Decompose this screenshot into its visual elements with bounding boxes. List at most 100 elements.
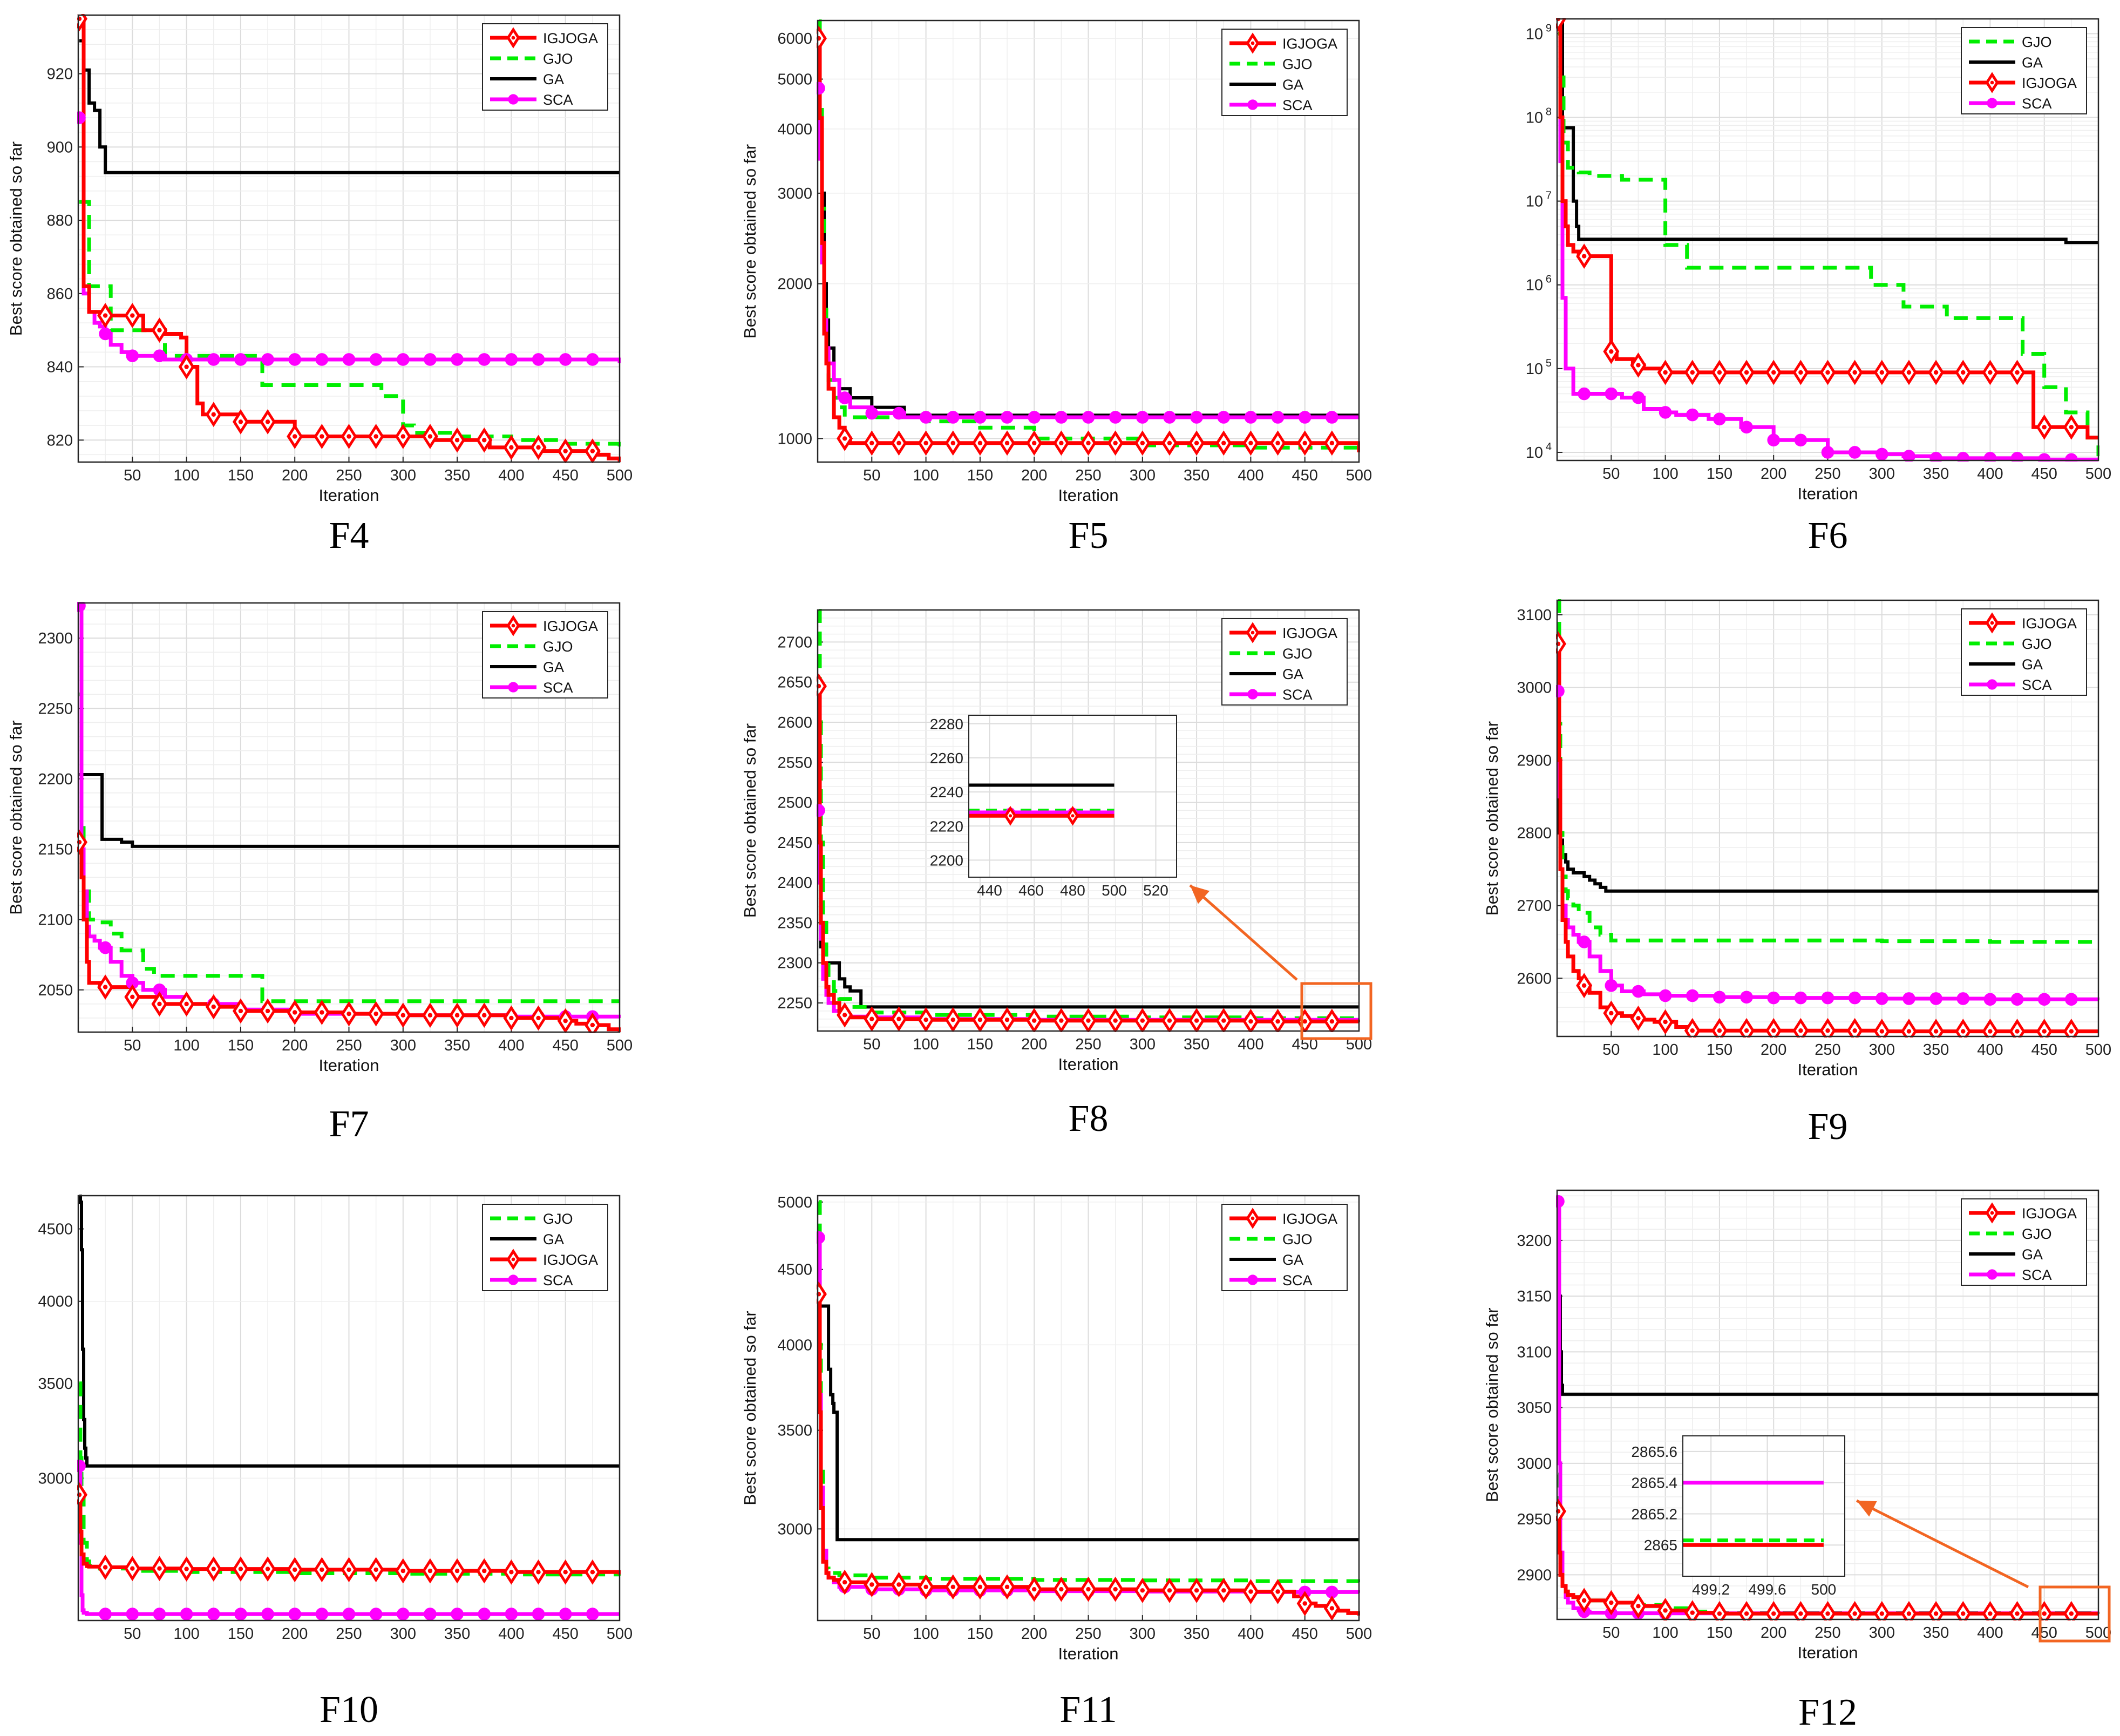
legend-label: IGJOGA [543, 1252, 598, 1268]
marker-sca [1983, 452, 1997, 462]
marker-sca [1632, 391, 1645, 404]
marker-sca [919, 411, 933, 424]
x-tick-label: 300 [1130, 467, 1156, 484]
y-tick-label: 3150 [1517, 1288, 1552, 1305]
marker-igjoga-dot [1032, 1586, 1037, 1592]
y-tick-label: 2250 [777, 995, 812, 1012]
x-tick-label: 350 [1184, 1036, 1210, 1053]
x-tick-label: 150 [228, 1625, 254, 1643]
y-tick-label: 3500 [38, 1375, 73, 1393]
marker-igjoga-dot [1961, 1611, 1966, 1616]
y-tick-label: 2450 [777, 835, 812, 852]
marker-igjoga-dot [238, 419, 243, 424]
marker-igjoga-dot [482, 438, 487, 443]
y-tick-label: 2250 [38, 700, 73, 717]
y-axis-label: Best score obtained so far [6, 141, 25, 336]
legend-label: SCA [1282, 687, 1313, 703]
marker-igjoga-dot [1248, 1019, 1253, 1024]
marker-sca [451, 1608, 464, 1620]
marker-igjoga-dot [869, 440, 874, 445]
marker-sca [1983, 993, 1997, 1006]
marker-igjoga-dot [1140, 1588, 1145, 1593]
x-tick-label: 450 [553, 467, 579, 484]
y-tick-label: 10 [1526, 25, 1543, 43]
marker-sca [1902, 450, 1915, 462]
x-tick-label: 150 [967, 1036, 993, 1053]
marker-igjoga-dot [320, 434, 324, 439]
marker-igjoga-dot [2015, 1029, 2020, 1034]
marker-igjoga-dot [2042, 1611, 2047, 1616]
marker-sca [946, 411, 960, 424]
legend-marker-igjoga-dot [1251, 1216, 1255, 1220]
marker-sca [817, 804, 825, 817]
y-tick-label: 3100 [1517, 1344, 1552, 1361]
x-tick-label: 50 [863, 467, 880, 484]
marker-igjoga-dot [1059, 440, 1064, 445]
marker-igjoga-dot [400, 1568, 405, 1574]
y-tick-exponent: 5 [1546, 357, 1552, 369]
callout-arrow-head [1190, 885, 1210, 904]
marker-sca [2065, 453, 2078, 462]
marker-igjoga-dot [157, 328, 162, 333]
legend: IGJOGA GJO GA SCA [1221, 29, 1348, 116]
legend-label: GA [543, 71, 564, 87]
y-axis-label: Best score obtained so far [1483, 1307, 1501, 1502]
legend-label: GJO [2022, 636, 2052, 652]
marker-igjoga-dot [211, 412, 216, 417]
marker-sca [1767, 433, 1780, 447]
inset-y-tick-label: 2865.6 [1631, 1443, 1677, 1460]
marker-igjoga-dot [923, 1018, 928, 1022]
chart-panel-f4: 50 100 150 200 250 300 350 400 450 500 820 840 860 88… [6, 14, 633, 557]
marker-sca [1740, 991, 1753, 1004]
marker-sca [1244, 411, 1258, 424]
marker-igjoga-dot [293, 434, 297, 439]
marker-igjoga-dot [1609, 349, 1614, 354]
marker-igjoga-dot [2015, 1611, 2020, 1616]
marker-sca [2037, 453, 2051, 462]
inset-marker-igjoga-dot [1008, 814, 1013, 818]
inset-y-tick-label: 2865.4 [1631, 1475, 1677, 1491]
x-tick-label: 100 [173, 1037, 199, 1054]
legend-label: SCA [543, 1272, 573, 1289]
legend-label: GA [2022, 656, 2043, 673]
marker-igjoga-dot [1329, 440, 1335, 445]
marker-sca [532, 1608, 545, 1620]
figure-label: F11 [1059, 1689, 1117, 1731]
legend-marker-igjoga-dot [511, 1257, 515, 1262]
legend: IGJOGA GJO GA SCA [1961, 1198, 2087, 1286]
marker-sca [1902, 992, 1915, 1005]
legend-marker-sca [508, 94, 519, 105]
marker-sca [261, 1608, 274, 1620]
legend-label: GJO [2022, 34, 2052, 50]
marker-igjoga-dot [427, 1568, 433, 1574]
x-tick-label: 100 [913, 1036, 939, 1053]
marker-igjoga-dot [1988, 1029, 1993, 1034]
marker-sca [207, 1608, 220, 1620]
axes-frame [817, 1195, 1360, 1622]
marker-sca [1136, 411, 1149, 424]
x-tick-label: 400 [1238, 1036, 1263, 1053]
marker-sca [1082, 411, 1095, 424]
marker-igjoga-dot [1581, 983, 1587, 988]
marker-igjoga-dot [1059, 1018, 1064, 1023]
series-line-ga [79, 1195, 620, 1468]
marker-igjoga-dot [1879, 1029, 1884, 1034]
series-line-sca [1558, 18, 2098, 462]
legend-label: GA [543, 1231, 564, 1247]
legend-label: SCA [2022, 677, 2052, 693]
x-tick-label: 250 [1815, 1624, 1840, 1642]
marker-igjoga-dot [1221, 1588, 1226, 1593]
legend-marker-igjoga-dot [1990, 621, 1994, 625]
x-tick-label: 200 [1761, 1624, 1786, 1642]
figure-label: F12 [1798, 1692, 1857, 1733]
marker-igjoga-dot [1744, 370, 1749, 375]
marker-sca [505, 1608, 518, 1620]
legend: IGJOGA GJO GA SCA [1221, 1204, 1348, 1291]
x-tick-label: 400 [1238, 1625, 1263, 1643]
axes-frame [77, 1195, 621, 1622]
marker-sca [261, 353, 274, 366]
x-tick-label: 400 [1977, 465, 2003, 483]
marker-igjoga-dot [1690, 1610, 1695, 1615]
marker-sca [559, 1608, 572, 1620]
marker-sca [2037, 993, 2051, 1006]
